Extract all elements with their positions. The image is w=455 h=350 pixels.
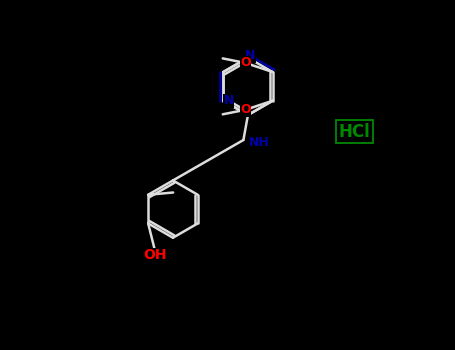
Text: N: N <box>245 49 255 62</box>
Text: NH: NH <box>249 136 270 149</box>
Text: N: N <box>223 94 234 107</box>
Text: O: O <box>240 103 251 116</box>
Text: OH: OH <box>143 248 167 262</box>
Text: HCl: HCl <box>339 123 371 141</box>
Text: O: O <box>240 56 251 69</box>
